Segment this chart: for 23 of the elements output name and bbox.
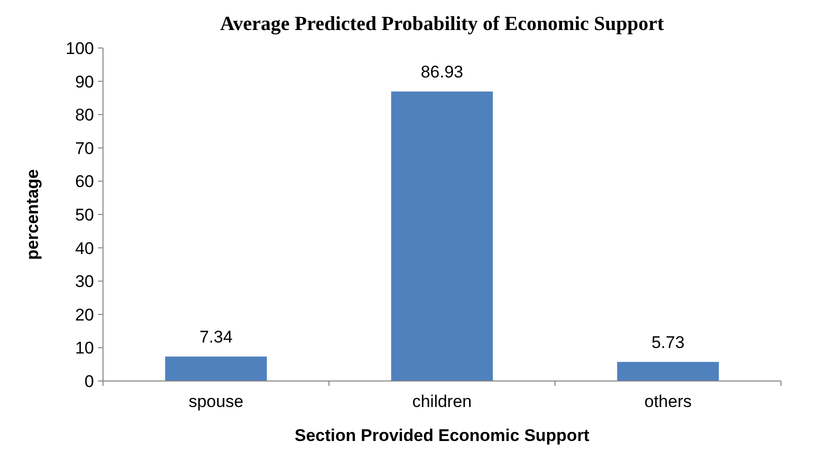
data-label: 7.34 [199,328,233,347]
data-label: 86.93 [420,62,464,82]
bar [617,362,719,381]
y-axis-title: percentage [23,169,42,260]
y-tick-label: 100 [66,38,94,58]
y-tick-label: 80 [75,106,94,125]
data-label: 5.73 [651,332,685,352]
y-tick-label: 40 [75,238,94,258]
y-tick-label: 10 [75,338,94,358]
x-tick-label: spouse [188,392,244,411]
bar [165,356,267,381]
x-axis-title: Section Provided Economic Support [294,426,590,445]
y-tick-label: 50 [75,205,94,224]
y-tick-label: 60 [75,172,94,192]
y-tick-label: 90 [75,72,94,92]
x-tick-label: others [644,392,692,411]
y-tick-label: 30 [75,272,94,292]
y-tick-label: 20 [75,305,94,324]
x-tick-label: children [412,392,472,411]
y-tick-label: 70 [75,138,94,158]
bar [391,92,493,381]
chart-title: Average Predicted Probability of Economic Support [220,13,664,35]
y-tick-label: 0 [84,372,94,391]
